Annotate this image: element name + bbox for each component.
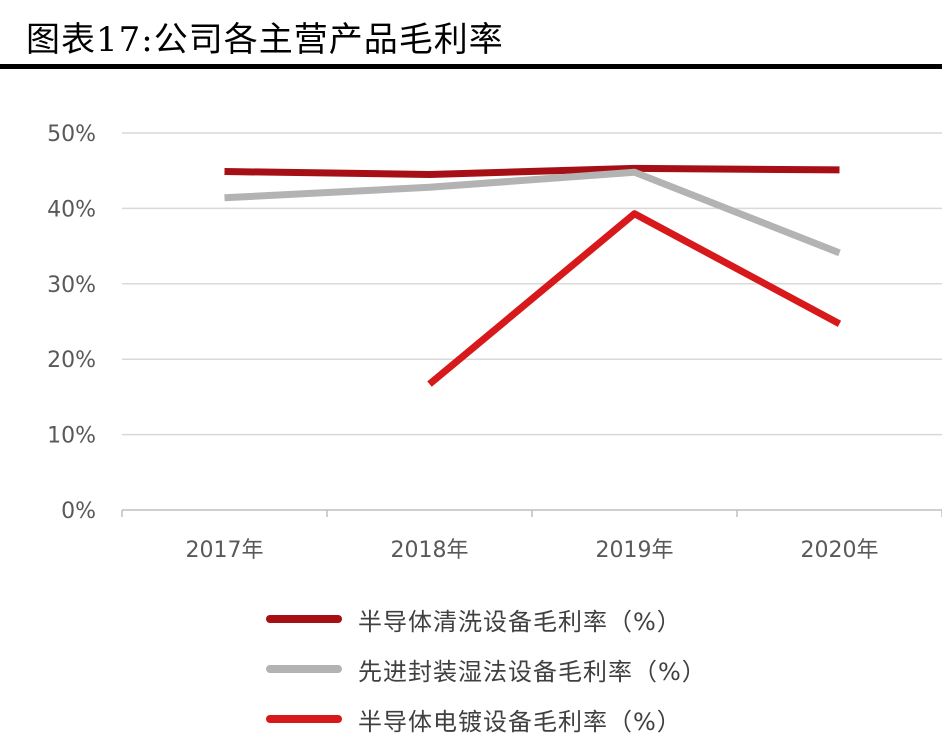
legend: 半导体清洗设备毛利率（%） 先进封装湿法设备毛利率（%） 半导体电镀设备毛利率（… bbox=[266, 597, 906, 747]
legend-swatch-packaging-wet bbox=[266, 665, 342, 673]
legend-label-cleaning: 半导体清洗设备毛利率（%） bbox=[358, 608, 682, 636]
legend-label-plating: 半导体电镀设备毛利率（%） bbox=[358, 708, 682, 736]
data-point-1-0 bbox=[221, 194, 228, 201]
data-point-1-1 bbox=[426, 184, 433, 191]
data-point-1-3 bbox=[836, 249, 843, 256]
x-tick-label: 2019年 bbox=[596, 538, 674, 563]
x-tick-label: 2020年 bbox=[801, 538, 879, 563]
x-tick-label: 2018年 bbox=[391, 538, 469, 563]
chart-title-bar: 图表17:公司各主营产品毛利率 bbox=[0, 0, 942, 70]
x-axis-tick-labels: 2017年 2018年 2019年 2020年 bbox=[186, 538, 879, 563]
chart-title: 图表17:公司各主营产品毛利率 bbox=[26, 20, 504, 60]
title-divider bbox=[0, 64, 942, 69]
legend-label-packaging-wet: 先进封装湿法设备毛利率（%） bbox=[358, 658, 707, 686]
data-point-0-0 bbox=[221, 168, 228, 175]
legend-item-packaging-wet: 先进封装湿法设备毛利率（%） bbox=[266, 647, 906, 697]
y-tick-label: 40% bbox=[47, 197, 96, 222]
y-tick-label: 30% bbox=[47, 273, 96, 298]
legend-swatch-plating bbox=[266, 715, 342, 723]
data-point-0-3 bbox=[836, 166, 843, 173]
series-lines bbox=[221, 164, 843, 388]
data-point-0-1 bbox=[426, 171, 433, 178]
grid-lines bbox=[122, 132, 942, 436]
series-line-1 bbox=[224, 168, 841, 257]
y-axis-tick-labels: 0% 10% 20% 30% 40% 50% bbox=[47, 122, 96, 524]
y-tick-label: 20% bbox=[47, 348, 96, 373]
data-point-2-2 bbox=[631, 210, 638, 217]
y-tick-label: 10% bbox=[47, 424, 96, 449]
series-line-0 bbox=[224, 164, 840, 178]
legend-item-plating: 半导体电镀设备毛利率（%） bbox=[266, 697, 906, 747]
data-point-1-2 bbox=[631, 169, 638, 176]
legend-swatch-cleaning bbox=[266, 615, 342, 623]
y-tick-label: 0% bbox=[61, 499, 96, 524]
legend-item-cleaning: 半导体清洗设备毛利率（%） bbox=[266, 597, 906, 647]
y-tick-label: 50% bbox=[47, 122, 96, 147]
data-point-2-1 bbox=[426, 381, 433, 388]
x-tick-label: 2017年 bbox=[186, 538, 264, 563]
series-line-2 bbox=[427, 210, 842, 387]
line-chart: 0% 10% 20% 30% 40% 50% 2017年 2018年 2019年 2020年 bbox=[47, 122, 942, 563]
x-axis bbox=[121, 509, 942, 517]
data-point-2-3 bbox=[836, 320, 843, 327]
